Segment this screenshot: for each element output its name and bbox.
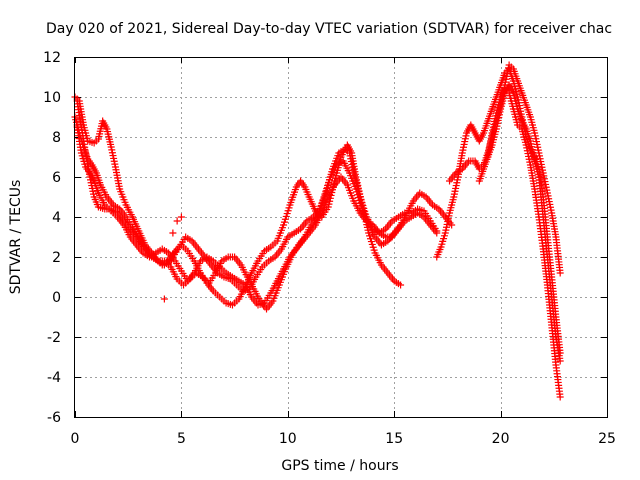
y-tick-label: -4 — [47, 370, 61, 386]
stray-point — [169, 229, 177, 237]
stray-point — [173, 217, 181, 225]
y-tick-label: -6 — [47, 410, 61, 426]
x-tick-label: 25 — [598, 431, 616, 447]
x-tick-labels: 0 5 10 15 20 25 — [71, 431, 616, 447]
x-tick-label: 15 — [385, 431, 403, 447]
track-a-point — [397, 281, 405, 289]
y-axis-label: SDTVAR / TECUs — [8, 180, 24, 295]
y-tick-label: 12 — [43, 50, 61, 66]
x-axis-label: GPS time / hours — [281, 458, 398, 474]
x-tick-label: 0 — [71, 431, 80, 447]
y-tick-label: 2 — [52, 250, 61, 266]
x-tick-label: 5 — [177, 431, 186, 447]
y-tick-label: -2 — [47, 330, 61, 346]
track-g-point — [556, 393, 564, 401]
y-tick-label: 0 — [52, 290, 61, 306]
y-tick-label: 10 — [43, 90, 61, 106]
track-h-point — [556, 357, 564, 365]
y-tick-label: 8 — [52, 130, 61, 146]
chart-title: Day 020 of 2021, Sidereal Day-to-day VTE… — [46, 21, 612, 37]
y-tick-label: 6 — [52, 170, 61, 186]
y-tick-labels: -6 -4 -2 0 2 4 6 8 10 12 — [43, 50, 61, 426]
stray-point — [160, 295, 168, 303]
data-marks — [71, 61, 564, 401]
stray-point — [177, 213, 185, 221]
track-d-point — [433, 229, 441, 237]
track-f-point — [556, 269, 564, 277]
y-tick-label: 4 — [52, 210, 61, 226]
x-tick-label: 20 — [492, 431, 510, 447]
plot-frame — [74, 57, 608, 418]
x-tick-label: 10 — [279, 431, 297, 447]
